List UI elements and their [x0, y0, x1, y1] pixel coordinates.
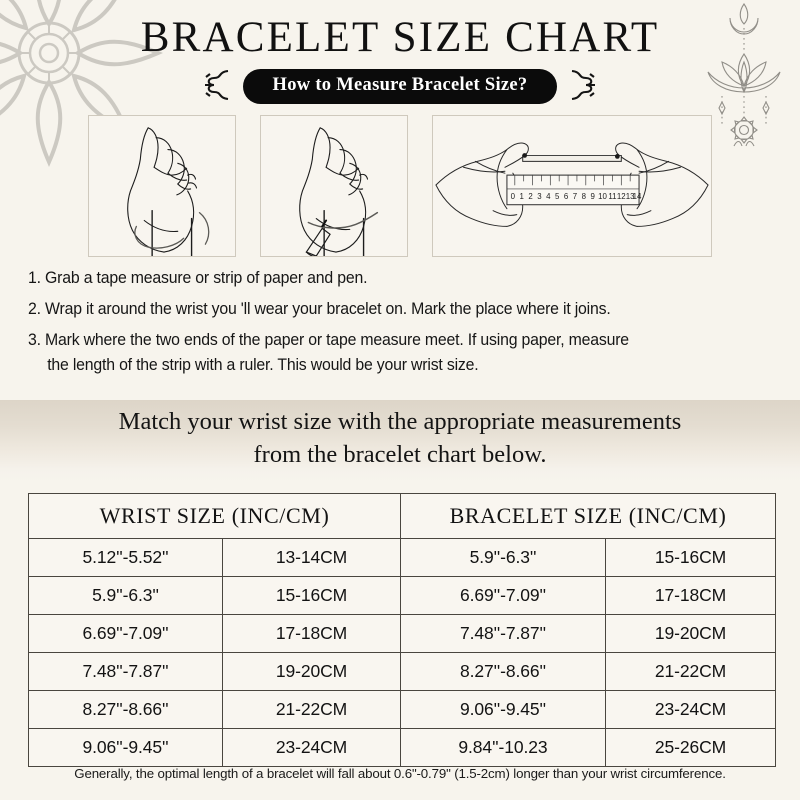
svg-text:3: 3: [537, 192, 542, 201]
list-item: 2. Wrap it around the wrist you 'll wear…: [28, 297, 746, 322]
cell-bracelet-inch: 9.84''-10.23: [400, 728, 606, 767]
table-row: 5.9''-6.3'' 15-16CM 6.69''-7.09'' 17-18CM: [28, 576, 777, 615]
cell-bracelet-inch: 5.9''-6.3'': [400, 538, 606, 577]
table-header-row: WRIST SIZE (INC/CM) BRACELET SIZE (INC/C…: [28, 493, 777, 539]
step-text: 1. Grab a tape measure or strip of paper…: [28, 269, 368, 287]
match-instruction-heading: Match your wrist size with the appropria…: [0, 406, 800, 471]
step-text: 3. Mark where the two ends of the paper …: [28, 331, 629, 350]
flourish-right-icon: [572, 69, 596, 100]
hand-marking-with-pen-illustration: [260, 115, 408, 257]
table-row: 6.69''-7.09'' 17-18CM 7.48''-7.87'' 19-20CM: [28, 614, 777, 653]
cell-bracelet-cm: 15-16CM: [604, 538, 777, 577]
highlight-band: [0, 400, 800, 482]
cell-bracelet-inch: 8.27''-8.66'': [400, 652, 606, 691]
svg-text:12: 12: [617, 192, 626, 201]
cell-wrist-inch: 7.48''-7.87'': [28, 652, 223, 691]
svg-text:8: 8: [582, 192, 587, 201]
cell-bracelet-cm: 17-18CM: [604, 576, 777, 615]
svg-text:13: 13: [626, 192, 635, 201]
step-text-continued: the length of the strip with a ruler. Th…: [47, 356, 479, 375]
cell-wrist-inch: 9.06''-9.45'': [28, 728, 223, 767]
page-title: BRACELET SIZE CHART: [140, 14, 660, 61]
svg-text:10: 10: [598, 192, 607, 201]
cell-bracelet-cm: 25-26CM: [604, 728, 777, 767]
bracelet-size-table: WRIST SIZE (INC/CM) BRACELET SIZE (INC/C…: [28, 493, 777, 767]
svg-text:4: 4: [546, 192, 551, 201]
cell-wrist-cm: 21-22CM: [222, 690, 401, 729]
cell-wrist-inch: 8.27''-8.66'': [28, 690, 223, 729]
list-item: 1. Grab a tape measure or strip of paper…: [28, 266, 746, 291]
cell-wrist-inch: 5.9''-6.3'': [28, 576, 223, 615]
svg-text:9: 9: [591, 192, 595, 201]
column-header-wrist-size: WRIST SIZE (INC/CM): [28, 493, 401, 539]
cell-wrist-cm: 17-18CM: [222, 614, 401, 653]
cell-wrist-cm: 13-14CM: [222, 538, 401, 577]
table-row: 8.27''-8.66'' 21-22CM 9.06''-9.45'' 23-24CM: [28, 690, 777, 729]
column-header-bracelet-size: BRACELET SIZE (INC/CM): [399, 493, 777, 539]
cell-bracelet-inch: 6.69''-7.09'': [400, 576, 606, 615]
band-line-1: Match your wrist size with the appropria…: [118, 408, 682, 435]
step-text: 2. Wrap it around the wrist you 'll wear…: [28, 300, 611, 319]
hand-with-string-illustration: [88, 115, 236, 257]
svg-text:0: 0: [511, 192, 516, 201]
cell-wrist-inch: 6.69''-7.09'': [28, 614, 223, 653]
band-line-2: from the bracelet chart below.: [253, 440, 547, 468]
subtitle-badge-row: How to Measure Bracelet Size?: [0, 69, 800, 104]
svg-text:14: 14: [633, 192, 642, 201]
cell-wrist-cm: 15-16CM: [222, 576, 401, 615]
instruction-steps: 1. Grab a tape measure or strip of paper…: [28, 266, 776, 384]
cell-bracelet-cm: 23-24CM: [604, 690, 777, 729]
cell-bracelet-inch: 9.06''-9.45'': [400, 690, 606, 729]
list-item: 3. Mark where the two ends of the paper …: [28, 328, 746, 378]
cell-wrist-inch: 5.12''-5.52'': [28, 538, 223, 577]
cell-wrist-cm: 19-20CM: [222, 652, 401, 691]
cell-bracelet-cm: 19-20CM: [604, 614, 777, 653]
table-row: 7.48''-7.87'' 19-20CM 8.27''-8.66'' 21-22CM: [28, 652, 777, 691]
svg-text:5: 5: [555, 192, 560, 201]
cell-bracelet-inch: 7.48''-7.87'': [400, 614, 606, 653]
cell-bracelet-cm: 21-22CM: [604, 652, 777, 691]
how-to-measure-badge: How to Measure Bracelet Size?: [242, 69, 558, 104]
svg-text:6: 6: [564, 192, 569, 201]
cell-wrist-cm: 23-24CM: [222, 728, 401, 767]
svg-text:7: 7: [573, 192, 577, 201]
table-row: 5.12''-5.52'' 13-14CM 5.9''-6.3'' 15-16CM: [28, 538, 777, 577]
flourish-left-icon: [204, 69, 228, 100]
svg-text:2: 2: [528, 192, 532, 201]
svg-text:11: 11: [608, 192, 616, 201]
footnote: Generally, the optimal length of a brace…: [74, 766, 726, 781]
svg-text:1: 1: [520, 192, 524, 201]
table-row: 9.06''-9.45'' 23-24CM 9.84''-10.23 25-26CM: [28, 728, 777, 767]
